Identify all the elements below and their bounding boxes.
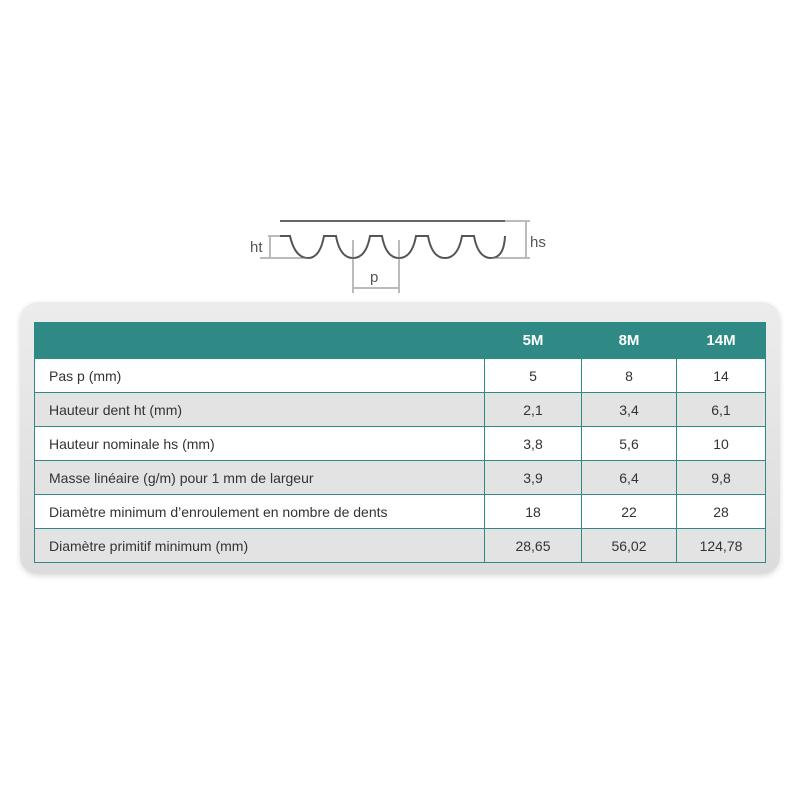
ht-label: ht — [250, 239, 263, 256]
table-cell: 10 — [676, 426, 766, 461]
table-cell: 8 — [581, 358, 677, 393]
table-cell: 56,02 — [581, 528, 677, 563]
table-cell: 3,8 — [484, 426, 582, 461]
table-row: Diamètre primitif minimum (mm) 28,65 56,02… — [34, 528, 766, 563]
table-row: Hauteur nominale hs (mm) 3,8 5,6 10 — [34, 426, 766, 461]
table-cell: Diamètre minimum d’enroulement en nombre… — [34, 494, 485, 529]
table-cell: 9,8 — [676, 460, 766, 495]
table-row: Hauteur dent ht (mm) 2,1 3,4 6,1 — [34, 392, 766, 427]
table-cell: 6,4 — [581, 460, 677, 495]
belt-teeth-profile — [280, 235, 506, 260]
p-label: p — [370, 269, 378, 286]
table-row: Pas p (mm) 5 8 14 — [34, 358, 766, 393]
table-cell: Hauteur dent ht (mm) — [34, 392, 485, 427]
header-label — [34, 322, 485, 359]
table-row: Diamètre minimum d’enroulement en nombre… — [34, 494, 766, 529]
table-row: Masse linéaire (g/m) pour 1 mm de largeu… — [34, 460, 766, 495]
table-cell: 28 — [676, 494, 766, 529]
table-cell: 124,78 — [676, 528, 766, 563]
table-cell: 2,1 — [484, 392, 582, 427]
table-cell: Hauteur nominale hs (mm) — [34, 426, 485, 461]
specs-table: 5M 8M 14M Pas p (mm) 5 8 14 Hauteur dent ht … — [34, 322, 766, 563]
table-cell: 3,9 — [484, 460, 582, 495]
belt-profile-diagram: ht hs p — [250, 220, 546, 293]
table-cell: 6,1 — [676, 392, 766, 427]
header-5m: 5M — [484, 322, 582, 359]
table-cell: Pas p (mm) — [34, 358, 485, 393]
table-cell: 5,6 — [581, 426, 677, 461]
table-cell: 22 — [581, 494, 677, 529]
hs-label: hs — [530, 234, 546, 251]
header-14m: 14M — [676, 322, 766, 359]
table-cell: Diamètre primitif minimum (mm) — [34, 528, 485, 563]
table-cell: 28,65 — [484, 528, 582, 563]
table-cell: 14 — [676, 358, 766, 393]
header-8m: 8M — [581, 322, 677, 359]
table-cell: 3,4 — [581, 392, 677, 427]
table-cell: Masse linéaire (g/m) pour 1 mm de largeu… — [34, 460, 485, 495]
table-cell: 18 — [484, 494, 582, 529]
table-header: 5M 8M 14M — [34, 322, 766, 359]
table-cell: 5 — [484, 358, 582, 393]
